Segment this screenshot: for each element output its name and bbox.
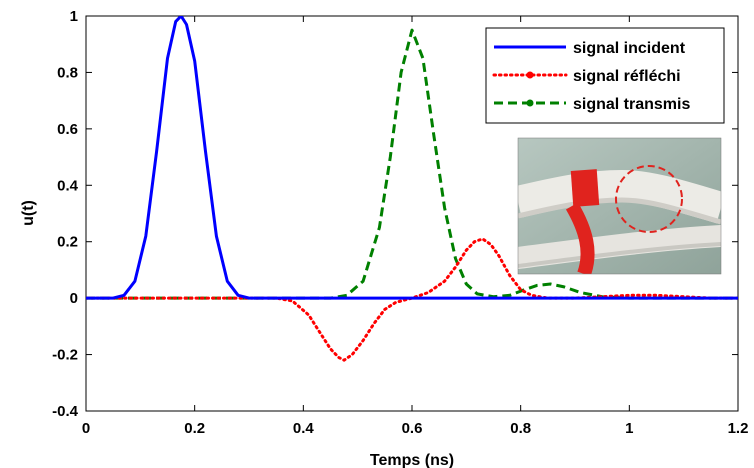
axis-ticks: 0 0.2 0.4 0.6 0.8 1 1.2 -0.4 -0.2 0 0.2 0.4 0.6 0.8 1 xyxy=(52,8,748,437)
x-tick-label: 0 xyxy=(82,420,90,437)
x-tick-label: 1 xyxy=(625,420,633,437)
red-tape-strip xyxy=(565,202,595,274)
y-tick-label: 0.4 xyxy=(57,177,79,194)
main-cable xyxy=(518,169,721,224)
fault-circle xyxy=(615,165,683,233)
x-tick-label: 1.2 xyxy=(728,420,749,437)
lower-cable xyxy=(518,225,721,269)
x-tick-label: 0.2 xyxy=(184,420,205,437)
series-line-signal-transmis xyxy=(86,28,738,300)
legend-item-reflected: signal réfléchi xyxy=(492,68,681,85)
legend-label-reflected: signal réfléchi xyxy=(573,68,681,85)
red-tape-band xyxy=(570,169,600,207)
y-tick-label: -0.2 xyxy=(52,347,78,364)
y-tick-label: 0.8 xyxy=(57,64,78,81)
legend-label-incident: signal incident xyxy=(573,40,686,57)
y-axis-label: u(t) xyxy=(20,200,37,226)
legend-label-transmitted: signal transmis xyxy=(573,96,690,113)
legend-item-transmitted: signal transmis xyxy=(494,96,690,113)
x-tick-label: 0.8 xyxy=(510,420,531,437)
y-tick-label: 0.6 xyxy=(57,121,78,138)
x-tick-label: 0.4 xyxy=(293,420,315,437)
legend-marker-transmitted xyxy=(526,99,534,107)
y-tick-label: -0.4 xyxy=(52,403,79,420)
legend: signal incident signal réfléchi signal t… xyxy=(485,27,725,124)
x-tick-label: 0.6 xyxy=(402,420,423,437)
y-tick-label: 0.2 xyxy=(57,234,78,251)
inset-photo xyxy=(517,137,722,275)
y-tick-label: 0 xyxy=(70,290,78,307)
legend-item-incident: signal incident xyxy=(494,40,686,57)
y-tick-label: 1 xyxy=(70,8,78,25)
series-line-signal-incident xyxy=(86,16,738,300)
legend-marker-reflected xyxy=(526,71,534,79)
x-axis-label: Temps (ns) xyxy=(370,452,454,468)
lower-cable-shade xyxy=(518,242,721,268)
main-cable-shade xyxy=(518,197,721,225)
series-layer xyxy=(86,16,738,362)
legend-box xyxy=(485,27,725,124)
